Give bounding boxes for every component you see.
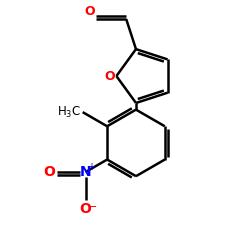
Text: +: +	[87, 162, 95, 172]
Text: N: N	[80, 165, 91, 179]
Text: O: O	[104, 70, 115, 82]
Text: O: O	[84, 5, 95, 18]
Text: O: O	[80, 202, 92, 216]
Text: H$_3$C: H$_3$C	[56, 104, 81, 120]
Text: O: O	[44, 165, 55, 179]
Text: −: −	[88, 202, 97, 212]
